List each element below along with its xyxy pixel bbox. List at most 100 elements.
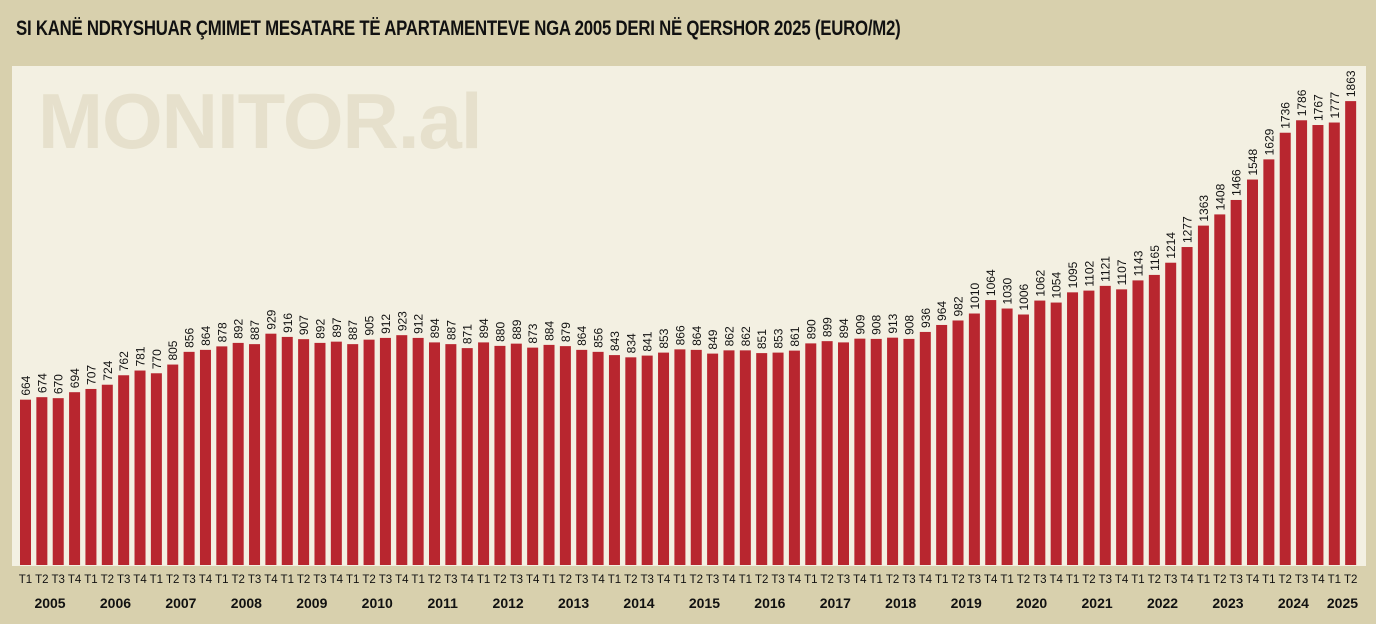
data-label: 781 [134,346,148,366]
data-label: 894 [837,318,851,338]
bar [968,313,980,565]
x-tick-label: T3 [379,574,392,586]
x-tick-label: T1 [870,574,883,586]
bar [592,351,604,565]
data-label: 1030 [1001,278,1015,305]
bar [1148,274,1160,565]
x-tick-label: T4 [1246,574,1260,586]
data-label: 1277 [1181,216,1195,243]
data-label: 905 [363,315,377,335]
bar [101,384,113,565]
data-label: 884 [543,321,557,341]
data-label: 908 [902,315,916,335]
bar [314,342,326,565]
bar [118,375,130,565]
data-label: 1107 [1115,259,1129,285]
data-label: 964 [935,301,949,321]
x-tick-label: T3 [117,574,130,586]
data-label: 879 [559,322,573,342]
bar [494,345,506,565]
x-tick-label: T1 [411,574,424,586]
data-label: 899 [821,317,835,337]
data-label: 861 [788,326,802,346]
data-label: 1143 [1131,250,1145,276]
bar [543,344,555,565]
data-label: 1777 [1328,92,1342,119]
bar [985,300,997,565]
data-label: 923 [395,311,409,331]
x-tick-label: T2 [35,574,48,586]
data-label: 1165 [1148,245,1162,271]
data-label: 862 [722,326,736,346]
x-tick-label: T2 [166,574,179,586]
data-label: 909 [853,314,867,334]
x-tick-label: T1 [19,574,32,586]
x-tick-label: T4 [853,574,867,586]
x-tick-label: T3 [968,574,981,586]
bar [641,355,653,565]
bar [216,346,228,565]
data-label: 849 [706,329,720,349]
x-tick-label: T1 [281,574,294,586]
data-label: 887 [248,320,262,340]
bar [281,336,293,565]
x-tick-label: T3 [706,574,719,586]
bar [1247,179,1258,565]
bar [1345,101,1357,565]
x-tick-label: T4 [1115,574,1129,586]
bar [658,352,670,565]
x-tick-label: T4 [395,574,409,586]
x-tick-label: T4 [526,574,540,586]
bar [1132,280,1144,565]
bar [919,331,931,565]
year-label: 2022 [1147,595,1178,611]
data-label: 843 [608,331,622,351]
bar [478,342,490,565]
bar [249,344,261,565]
data-label: 890 [804,319,818,339]
bar [150,373,162,565]
year-label: 2021 [1082,595,1113,611]
x-tick-label: T1 [804,574,817,586]
x-tick-label: T1 [1197,574,1210,586]
x-tick-label: T2 [493,574,506,586]
x-tick-label: T2 [1017,574,1030,586]
bar [854,338,866,565]
data-label: 864 [575,326,589,346]
bar [396,335,408,565]
bar [1001,308,1013,565]
bar [1312,125,1324,565]
year-label: 2018 [885,595,916,611]
x-tick-label: T4 [657,574,671,586]
data-label: 770 [150,349,164,369]
x-tick-label: T1 [739,574,752,586]
data-label: 1767 [1311,94,1325,121]
x-tick-label: T3 [248,574,261,586]
data-label: 1062 [1033,270,1047,297]
x-tick-label: T1 [673,574,686,586]
x-tick-label: T3 [182,574,195,586]
year-label: 2020 [1016,595,1047,611]
bar [363,339,375,565]
bar [608,355,620,565]
year-label: 2014 [623,595,654,611]
x-tick-label: T1 [150,574,163,586]
bar [887,337,899,565]
data-label: 853 [772,328,786,348]
year-label: 2010 [362,595,393,611]
x-tick-label: T4 [68,574,82,586]
year-label: 2024 [1278,595,1309,611]
data-label: 1629 [1262,128,1276,155]
x-tick-label: T2 [362,574,375,586]
year-label: 2017 [820,595,851,611]
x-tick-label: T2 [624,574,637,586]
bar [788,350,800,565]
year-label: 2019 [951,595,982,611]
x-tick-label: T3 [837,574,850,586]
year-label: 2015 [689,595,720,611]
bar [527,347,539,565]
data-label: 674 [35,373,49,393]
bar [559,346,571,565]
x-tick-label: T4 [199,574,213,586]
year-label: 2011 [427,595,458,611]
